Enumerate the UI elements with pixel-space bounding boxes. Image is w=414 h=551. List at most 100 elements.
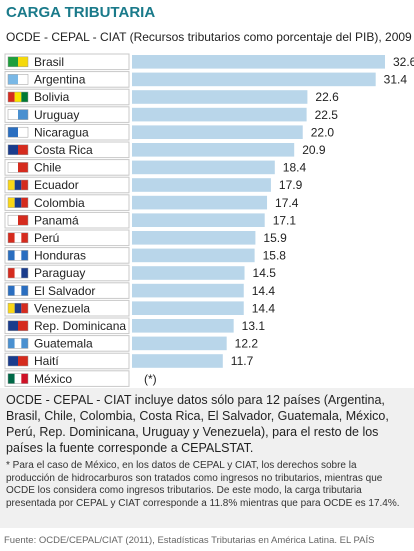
flag xyxy=(14,232,22,243)
bar xyxy=(132,160,275,175)
flag xyxy=(21,180,28,190)
flag xyxy=(14,180,22,190)
value-label: 12.2 xyxy=(235,337,259,351)
category-label: Rep. Dominicana xyxy=(34,319,126,333)
flag xyxy=(21,338,28,349)
value-label: 31.4 xyxy=(384,73,408,87)
flag xyxy=(18,162,28,173)
flag xyxy=(21,92,28,102)
value-label: (*) xyxy=(144,372,157,386)
label-cell xyxy=(4,370,130,387)
value-label: 18.4 xyxy=(283,161,307,175)
flag xyxy=(8,338,15,349)
flag-border xyxy=(7,338,29,349)
label-cell xyxy=(4,335,130,352)
flag-border xyxy=(7,373,29,384)
bar xyxy=(132,107,307,122)
bar xyxy=(132,178,271,192)
flag xyxy=(14,338,22,349)
flag xyxy=(8,285,15,296)
flag xyxy=(14,285,22,296)
bar xyxy=(132,72,376,87)
flag xyxy=(8,56,18,67)
flag xyxy=(18,356,28,366)
value-label: 22.5 xyxy=(315,108,339,122)
flag xyxy=(8,197,15,208)
value-label: 14.5 xyxy=(253,266,277,280)
flag xyxy=(18,127,28,138)
value-label: 22.6 xyxy=(315,90,339,104)
flag xyxy=(21,373,28,384)
bar xyxy=(132,248,255,263)
flag xyxy=(18,74,28,85)
flag xyxy=(14,197,22,208)
flag xyxy=(21,250,28,261)
label-cell xyxy=(4,53,130,71)
notes-box: OCDE - CEPAL - CIAT incluye datos sólo p… xyxy=(0,388,414,528)
chart: Brasil 32.6 Argentina 31.4 Bolivia 22.6 Urugua… xyxy=(4,53,414,387)
category-label: México xyxy=(34,372,72,386)
flag xyxy=(21,268,28,278)
flag xyxy=(18,109,28,120)
flag xyxy=(18,144,28,155)
flag xyxy=(8,109,18,120)
source: Fuente: OCDE/CEPAL/CIAT (2011), Estadíst… xyxy=(4,535,375,546)
flag-border xyxy=(7,285,29,296)
category-label: Brasil xyxy=(34,55,64,69)
category-label: Ecuador xyxy=(34,178,79,192)
bar xyxy=(132,125,303,139)
value-label: 17.9 xyxy=(279,178,303,192)
category-label: Honduras xyxy=(34,249,86,263)
label-cell xyxy=(4,159,130,176)
label-cell xyxy=(4,123,130,141)
flag xyxy=(8,303,15,314)
bar xyxy=(132,55,385,69)
flag-border xyxy=(7,320,29,332)
flag xyxy=(14,92,22,102)
bar xyxy=(132,319,234,333)
bar xyxy=(132,354,223,368)
flag xyxy=(8,74,18,85)
flag-border xyxy=(7,267,29,279)
value-label: 17.4 xyxy=(275,196,299,210)
label-cell xyxy=(4,352,130,370)
bar xyxy=(132,195,268,210)
label-cell xyxy=(4,247,130,264)
value-label: 15.8 xyxy=(263,249,287,263)
flag-border xyxy=(7,91,29,103)
flag-border xyxy=(7,74,29,85)
flag xyxy=(8,127,18,138)
bar xyxy=(132,143,295,157)
chart-title: CARGA TRIBUTARIA xyxy=(6,4,156,21)
flag xyxy=(21,285,28,296)
value-label: 14.4 xyxy=(252,301,276,315)
category-label: Panamá xyxy=(34,213,79,227)
bar xyxy=(132,90,308,104)
value-label: 14.4 xyxy=(252,284,276,298)
flag-border xyxy=(7,144,29,156)
label-cell xyxy=(4,71,130,88)
flag xyxy=(21,303,28,314)
flag-border xyxy=(7,302,29,314)
flag xyxy=(8,232,15,243)
label-cell xyxy=(4,282,130,299)
flag-border xyxy=(7,126,29,138)
flag xyxy=(21,232,28,243)
category-label: Venezuela xyxy=(34,301,90,315)
value-label: 11.7 xyxy=(231,354,254,368)
flag xyxy=(18,56,28,67)
chart-subtitle: OCDE - CEPAL - CIAT (Recursos tributario… xyxy=(6,30,412,44)
category-label: Chile xyxy=(34,161,62,175)
label-cell xyxy=(4,229,130,247)
flag xyxy=(8,250,15,261)
flag-border xyxy=(7,232,29,244)
flag xyxy=(14,250,22,261)
flag-border xyxy=(7,109,29,120)
footnote: * Para el caso de México, en los datos d… xyxy=(6,460,400,509)
note: OCDE - CEPAL - CIAT incluye datos sólo p… xyxy=(6,393,389,455)
flag xyxy=(8,92,15,102)
flag xyxy=(18,215,28,226)
label-cell xyxy=(4,317,130,335)
bar xyxy=(132,231,256,245)
value-label: 20.9 xyxy=(302,143,326,157)
